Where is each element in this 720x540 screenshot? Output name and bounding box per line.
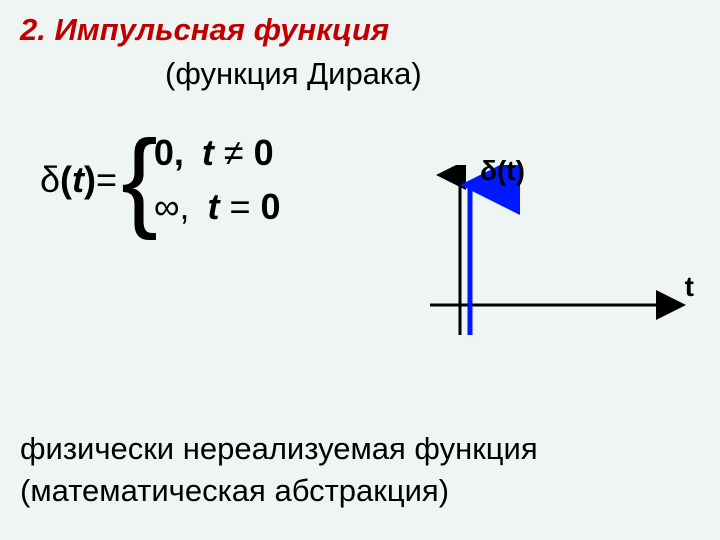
case-2: ∞, t = 0	[154, 186, 281, 228]
formula-cases: 0, t ≠ 0 ∞, t = 0	[154, 132, 281, 228]
case1-value: 0,	[154, 132, 184, 174]
case-1: 0, t ≠ 0	[154, 132, 281, 174]
rparen: )	[84, 159, 96, 201]
case1-rhs: 0	[254, 132, 274, 173]
footer-line2: (математическая абстракция)	[20, 470, 538, 512]
case2-var: t	[208, 186, 220, 227]
delta-symbol: δ	[40, 159, 60, 201]
graph-svg	[380, 165, 710, 365]
subheading-text: (функция Дирака)	[165, 56, 422, 91]
section-subheading: (функция Дирака)	[0, 56, 720, 92]
heading-text: 2. Импульсная функция	[20, 12, 389, 47]
case1-op: ≠	[214, 132, 254, 173]
footer-text: физически нереализуемая функция (математ…	[20, 428, 538, 512]
x-axis-label: t	[685, 271, 694, 303]
case2-cond: t = 0	[208, 186, 281, 228]
y-axis-label: δ(t)	[480, 155, 525, 187]
brace-icon: {	[121, 136, 158, 224]
dirac-graph: δ(t) t	[380, 165, 710, 365]
equals: =	[96, 159, 117, 201]
lparen: (	[60, 159, 72, 201]
dirac-delta-formula: δ ( t ) = { 0, t ≠ 0 ∞, t = 0	[40, 132, 281, 228]
case2-value: ∞,	[154, 186, 190, 228]
formula-lhs: δ ( t ) =	[40, 159, 117, 201]
case1-var: t	[202, 132, 214, 173]
case2-op: =	[220, 186, 261, 227]
section-heading: 2. Импульсная функция	[0, 0, 720, 48]
footer-line1: физически нереализуемая функция	[20, 428, 538, 470]
case1-cond: t ≠ 0	[202, 132, 274, 174]
var-t: t	[72, 159, 84, 201]
case2-rhs: 0	[261, 186, 281, 227]
